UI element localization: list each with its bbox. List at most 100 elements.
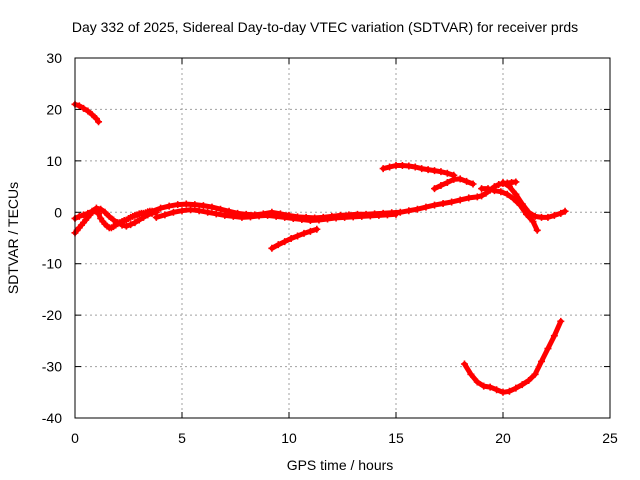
data-point: [182, 200, 190, 208]
data-point: [300, 229, 308, 237]
data-point: [95, 118, 103, 126]
data-point: [499, 178, 507, 186]
data-point: [349, 213, 357, 221]
data-point: [208, 203, 216, 211]
data-point: [544, 213, 552, 221]
data-point: [386, 163, 394, 171]
data-point: [366, 212, 374, 220]
data-point: [467, 370, 475, 378]
grid: [75, 58, 610, 418]
data-point: [264, 211, 272, 219]
y-tick-label: -10: [42, 256, 62, 272]
data-point: [298, 215, 306, 223]
data-point: [493, 386, 501, 394]
data-point: [531, 212, 539, 220]
data-series: [71, 100, 569, 396]
data-point: [306, 217, 314, 225]
x-tick-label: 0: [71, 430, 79, 446]
data-point: [114, 219, 122, 227]
data-point: [101, 208, 109, 216]
data-point: [157, 204, 165, 212]
data-point: [212, 210, 220, 218]
x-tick-label: 20: [495, 430, 511, 446]
data-point: [503, 190, 511, 198]
data-point: [550, 211, 558, 219]
data-point: [418, 165, 426, 173]
data-point: [478, 185, 486, 193]
data-point: [439, 200, 447, 208]
data-point: [443, 169, 451, 177]
data-point: [505, 183, 513, 191]
data-point: [398, 161, 406, 169]
data-point: [315, 216, 323, 224]
data-point: [405, 162, 413, 170]
data-point: [105, 212, 113, 220]
data-point: [431, 185, 439, 193]
y-tick-label: 20: [46, 101, 62, 117]
data-point: [557, 317, 565, 325]
data-point: [324, 215, 332, 223]
y-axis-label: SDTVAR / TECUs: [5, 182, 21, 294]
data-point: [75, 212, 83, 220]
data-point: [332, 214, 340, 222]
series-arc-right: [479, 186, 540, 233]
data-point: [431, 201, 439, 209]
plot-frame: [74, 57, 611, 419]
data-point: [383, 211, 391, 219]
data-point: [465, 194, 473, 202]
data-point: [497, 188, 505, 196]
data-point: [456, 175, 464, 183]
data-point: [512, 190, 520, 198]
data-point: [294, 232, 302, 240]
y-tick-label: 10: [46, 153, 62, 169]
data-point: [84, 209, 92, 217]
y-axis-ticks: -40 -30 -20 -10 0 10 20 30: [42, 50, 610, 426]
x-tick-label: 15: [388, 430, 404, 446]
data-point: [127, 221, 135, 229]
data-point: [191, 201, 199, 209]
data-point: [341, 213, 349, 221]
data-point: [165, 202, 173, 210]
data-point: [161, 211, 169, 219]
data-point: [518, 200, 526, 208]
data-point: [135, 216, 143, 224]
data-point: [75, 102, 83, 110]
data-point: [272, 212, 280, 220]
data-point: [437, 168, 445, 176]
data-point: [518, 381, 526, 389]
data-point: [561, 207, 569, 215]
data-point: [204, 208, 212, 216]
data-point: [97, 205, 105, 213]
data-point: [512, 178, 520, 186]
data-point: [122, 222, 130, 230]
data-point: [238, 213, 246, 221]
data-point: [443, 178, 451, 186]
data-point: [313, 225, 321, 233]
data-point: [281, 238, 289, 246]
x-axis-ticks: 0 5 10 15 20 25: [71, 58, 618, 446]
data-point: [413, 205, 421, 213]
data-point: [480, 382, 488, 390]
data-point: [169, 208, 177, 216]
data-point: [505, 387, 513, 395]
data-point: [463, 177, 471, 185]
data-point: [533, 226, 541, 234]
data-point: [531, 370, 539, 378]
data-point: [557, 209, 565, 217]
data-point: [484, 185, 492, 193]
y-tick-label: -30: [42, 359, 62, 375]
y-tick-label: 0: [54, 204, 62, 220]
data-point: [379, 165, 387, 173]
data-point: [131, 219, 139, 227]
data-point: [306, 227, 314, 235]
data-point: [152, 213, 160, 221]
data-point: [424, 166, 432, 174]
data-point: [431, 167, 439, 175]
data-point: [118, 221, 126, 229]
data-point: [217, 205, 225, 213]
data-point: [229, 212, 237, 220]
data-point: [437, 182, 445, 190]
data-point: [512, 384, 520, 392]
data-point: [375, 211, 383, 219]
data-point: [84, 107, 92, 115]
